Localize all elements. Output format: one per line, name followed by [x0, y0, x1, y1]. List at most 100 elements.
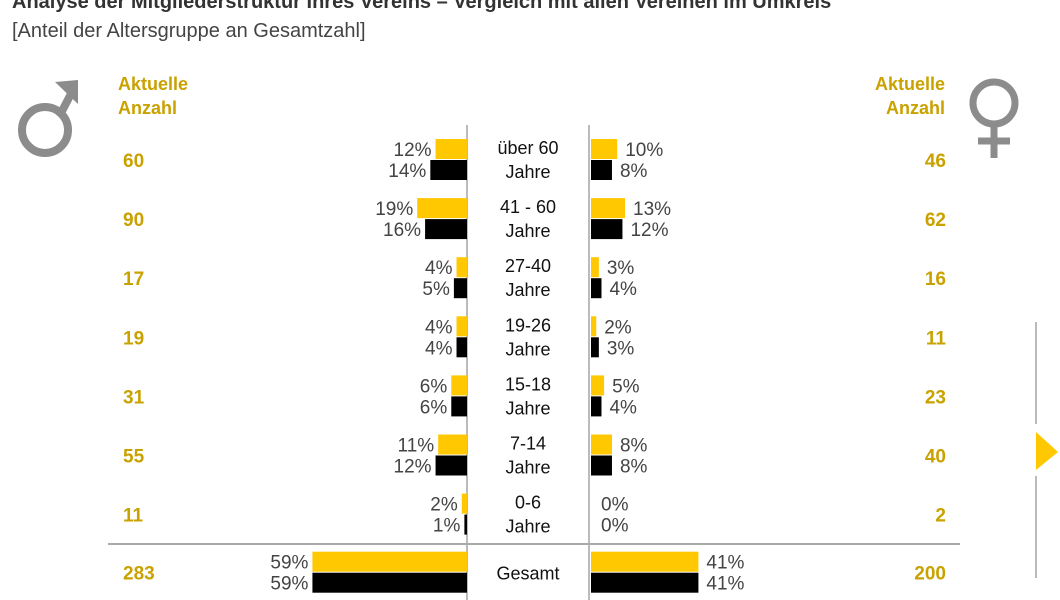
- male-pct-label: 4%: [425, 317, 453, 338]
- female-bar-yellow: [591, 375, 605, 396]
- male-count: 31: [123, 387, 145, 408]
- female-pct-label: 3%: [607, 258, 635, 279]
- female-count-header: Aktuelle Anzahl: [875, 72, 945, 120]
- male-pct-label: 6%: [420, 397, 448, 418]
- female-symbol-icon: [969, 78, 1019, 158]
- male-pct-label: 14%: [388, 161, 426, 182]
- male-count: 90: [123, 210, 144, 231]
- female-bar-black: [591, 278, 602, 299]
- male-count-header: Aktuelle Anzahl: [118, 72, 188, 120]
- male-symbol-icon: [18, 80, 78, 157]
- category-label: 19-26: [505, 315, 551, 335]
- category-label: Jahre: [505, 339, 550, 359]
- category-label: 27-40: [505, 256, 551, 276]
- male-bar-yellow: [461, 493, 467, 514]
- male-pct-label: 59%: [270, 574, 308, 595]
- female-bar-black: [591, 160, 612, 180]
- male-pct-label: 12%: [394, 140, 432, 161]
- female-pct-label: 8%: [620, 161, 648, 182]
- male-bar-black: [430, 160, 467, 180]
- male-pct-label: 4%: [425, 338, 453, 359]
- male-bar-yellow: [451, 375, 467, 396]
- category-label: Jahre: [505, 458, 550, 478]
- female-bar-yellow: [591, 139, 618, 159]
- male-pct-label: 19%: [375, 199, 413, 220]
- female-pct-label: 4%: [609, 397, 637, 418]
- male-bar-black: [451, 396, 467, 417]
- female-pct-label: 13%: [633, 199, 671, 220]
- male-count: 55: [123, 447, 145, 468]
- male-bar-yellow: [435, 139, 467, 159]
- category-label: 41 - 60: [500, 197, 556, 217]
- female-count: 23: [925, 387, 946, 408]
- male-bar-yellow: [438, 434, 467, 455]
- female-bar-black: [591, 396, 602, 417]
- female-pct-label: 4%: [609, 279, 637, 300]
- female-count: 200: [914, 564, 946, 585]
- category-label: Jahre: [505, 280, 550, 300]
- male-count: 283: [123, 564, 155, 585]
- female-count: 40: [925, 447, 946, 468]
- header-line: Aktuelle: [874, 74, 945, 94]
- category-label: Gesamt: [496, 564, 559, 584]
- female-count: 62: [925, 210, 946, 231]
- category-label: 15-18: [505, 374, 551, 394]
- female-count: 16: [925, 269, 946, 290]
- male-pct-label: 4%: [425, 258, 453, 279]
- female-pct-label: 8%: [620, 436, 648, 457]
- female-bar-yellow: [591, 257, 599, 278]
- female-bar-yellow: [591, 551, 699, 572]
- female-bar-black: [591, 337, 599, 358]
- female-bar-black: [591, 572, 699, 593]
- female-count: 46: [925, 151, 946, 172]
- header-line: Anzahl: [885, 98, 945, 118]
- female-bar-yellow: [591, 316, 597, 337]
- male-count: 60: [123, 151, 144, 172]
- male-pct-label: 11%: [398, 436, 435, 457]
- female-pct-label: 0%: [601, 495, 629, 516]
- male-bar-yellow: [417, 198, 467, 219]
- male-pct-label: 16%: [383, 220, 421, 241]
- male-bar-black: [453, 278, 467, 299]
- category-label: Jahre: [505, 162, 550, 182]
- female-bar-yellow: [591, 198, 626, 219]
- category-label: 0-6: [515, 493, 541, 513]
- female-pct-label: 3%: [607, 338, 635, 359]
- category-label: über 60: [497, 138, 558, 158]
- female-pct-label: 10%: [625, 140, 663, 161]
- category-label: Jahre: [505, 398, 550, 418]
- male-pct-label: 12%: [394, 457, 432, 478]
- male-pct-label: 59%: [270, 553, 308, 574]
- male-bar-black: [456, 337, 467, 358]
- female-pct-label: 12%: [630, 220, 668, 241]
- male-count: 11: [123, 506, 144, 527]
- female-pct-label: 2%: [604, 317, 632, 338]
- male-count: 19: [123, 328, 144, 349]
- chart-subtitle: [Anteil der Altersgruppe an Gesamtzahl]: [12, 20, 366, 42]
- play-arrow-icon[interactable]: [1036, 432, 1058, 470]
- male-bar-yellow: [312, 551, 467, 572]
- female-bar-yellow: [591, 434, 612, 455]
- female-pct-label: 41%: [706, 574, 744, 595]
- male-bar-black: [435, 455, 467, 476]
- male-pct-label: 5%: [422, 279, 450, 300]
- header-line: Aktuelle: [118, 74, 189, 94]
- male-bar-black: [425, 219, 467, 240]
- header-line: Anzahl: [118, 98, 178, 118]
- male-pct-label: 2%: [430, 495, 458, 516]
- male-bar-yellow: [456, 316, 467, 337]
- female-pct-label: 0%: [601, 516, 629, 537]
- male-bar-black: [312, 572, 467, 593]
- female-pct-label: 5%: [612, 376, 640, 397]
- female-count: 2: [935, 506, 946, 527]
- female-bar-black: [591, 455, 612, 476]
- male-bar-black: [464, 514, 467, 535]
- male-pct-label: 1%: [433, 516, 461, 537]
- category-label: Jahre: [505, 221, 550, 241]
- male-pct-label: 6%: [420, 376, 448, 397]
- female-count: 11: [926, 328, 947, 349]
- category-label: Jahre: [505, 517, 550, 537]
- female-pct-label: 41%: [706, 553, 744, 574]
- category-label: 7-14: [510, 434, 546, 454]
